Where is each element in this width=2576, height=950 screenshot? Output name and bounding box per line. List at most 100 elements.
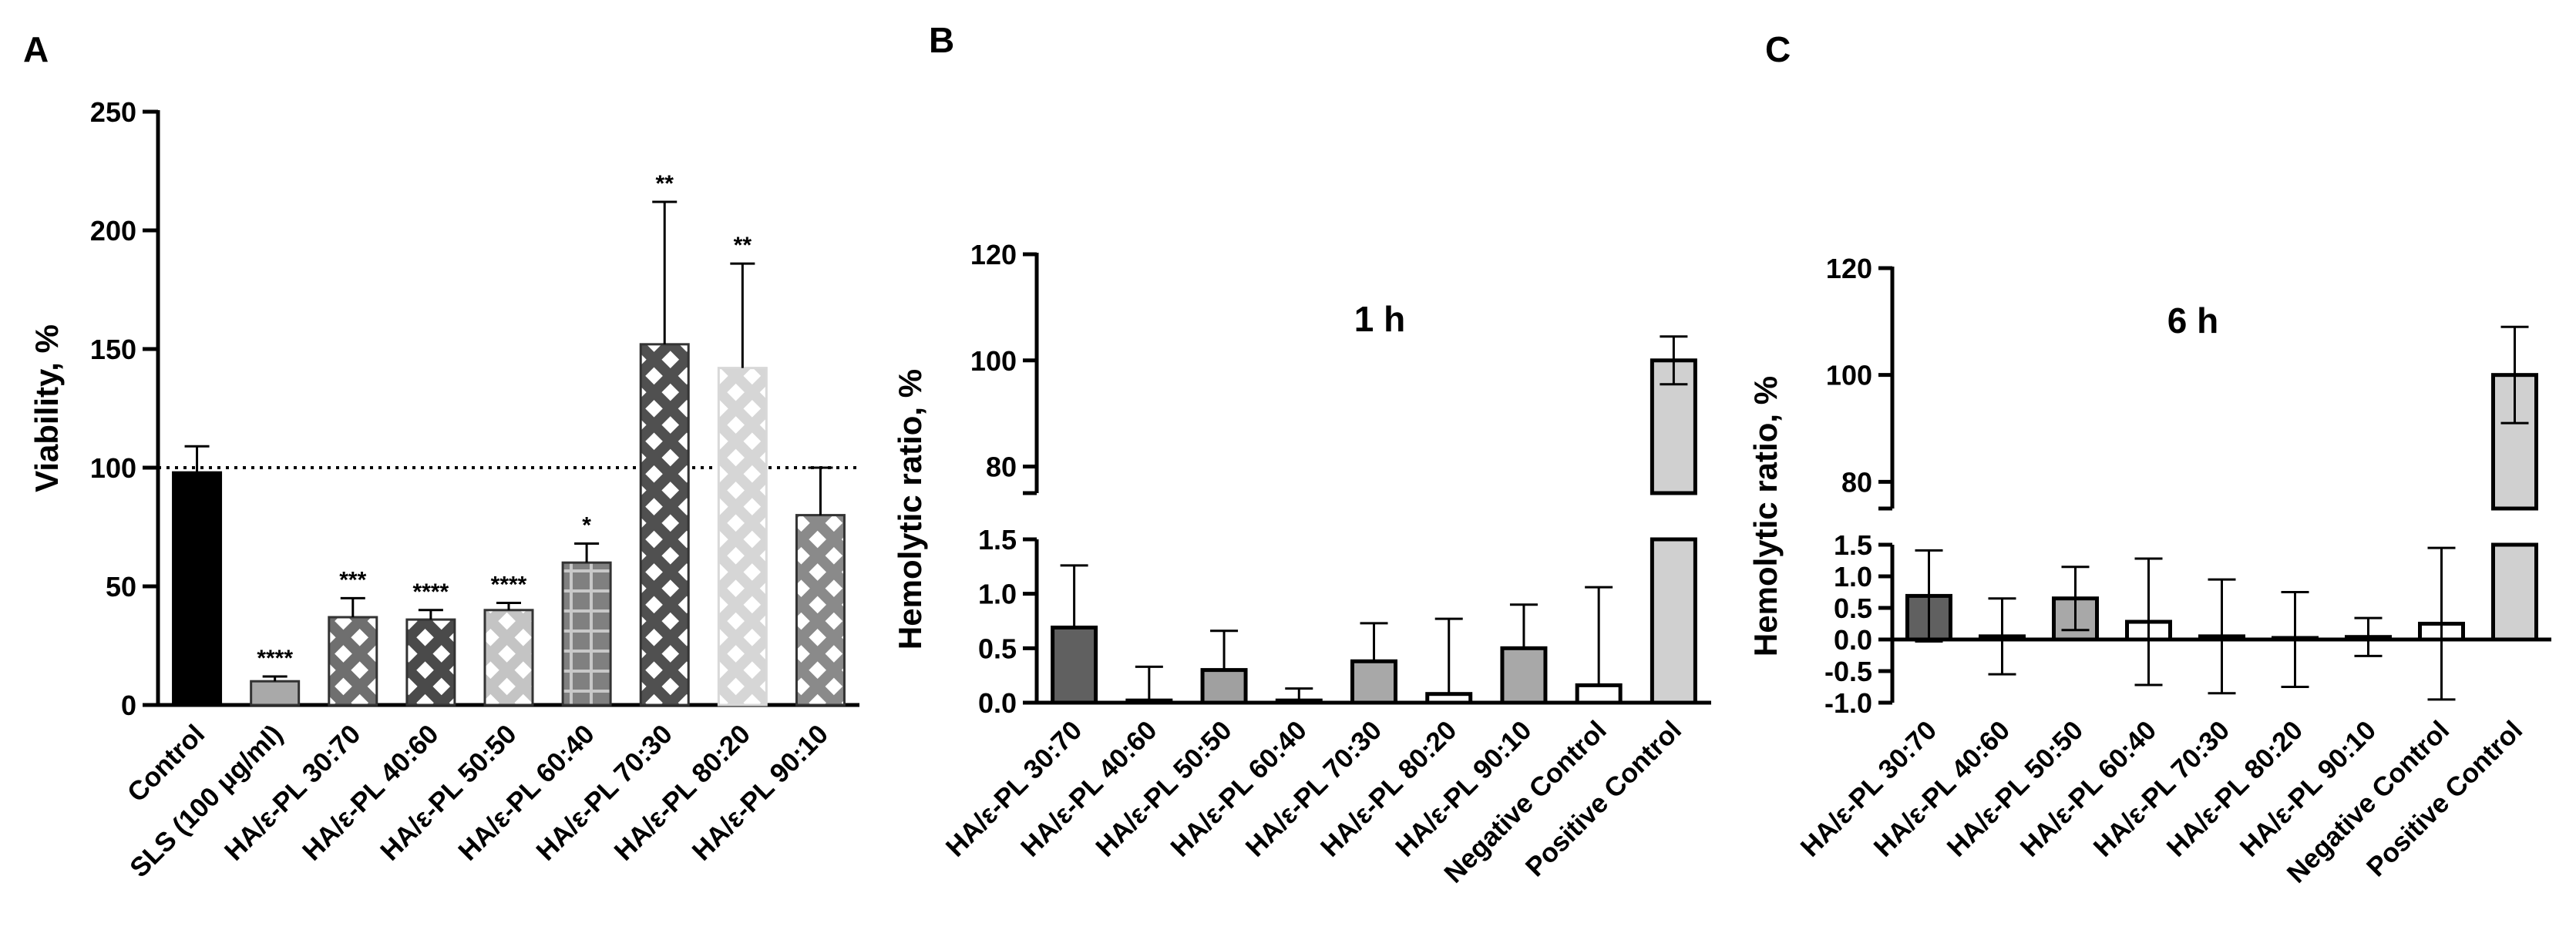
b-y-tick-label-lower: 1.5 — [978, 524, 1017, 556]
c-y-tick-label-upper: 100 — [1826, 360, 1872, 391]
a-significance-label: *** — [339, 567, 366, 592]
a-significance-label: * — [582, 513, 591, 539]
a-bar — [639, 343, 690, 707]
b-bar — [1200, 668, 1248, 705]
c-error-bar — [1988, 597, 2016, 676]
a-significance-label: **** — [413, 579, 449, 605]
b-bar — [1500, 646, 1548, 705]
c-y-tick-label-lower: 1.0 — [1834, 561, 1872, 592]
b-y-tick-label-upper: 120 — [970, 239, 1017, 270]
b-bar — [1051, 625, 1098, 705]
a-x-tick-label: HA/ε-PL 80:20 — [608, 719, 756, 867]
b-error-bar — [1135, 665, 1163, 701]
b-bar — [1350, 659, 1397, 705]
a-bar — [172, 471, 223, 707]
a-x-tick-label: HA/ε-PL 50:50 — [375, 719, 523, 867]
b-x-tick-label: HA/ε-PL 70:30 — [1240, 715, 1388, 863]
b-x-tick-label: HA/ε-PL 40:60 — [1015, 715, 1163, 863]
b-y-tick-label-lower: 0.0 — [978, 687, 1017, 719]
c-error-bar — [2354, 616, 2383, 657]
a-x-tick-label: HA/ε-PL 30:70 — [219, 719, 367, 867]
a-bar — [405, 618, 456, 707]
a-bar — [717, 367, 768, 707]
c-error-bar — [2281, 591, 2309, 688]
b-bar — [1125, 698, 1173, 705]
panel-c-letter: C — [1765, 29, 1791, 69]
c-y-tick-label-upper: 120 — [1826, 253, 1872, 284]
a-bar — [561, 561, 612, 707]
a-y-tick-label: 50 — [106, 571, 136, 603]
b-error-bar — [1060, 564, 1088, 628]
c-error-bar — [2134, 557, 2163, 686]
b-x-tick-label: HA/ε-PL 30:70 — [940, 715, 1088, 863]
panel-b-letter: B — [929, 20, 954, 60]
a-error-bar — [574, 542, 600, 563]
b-y-tick-label-upper: 80 — [986, 452, 1017, 483]
c-error-bar — [1915, 549, 1943, 643]
panel-c-marks: 80 100 120 -1.0-0.50.00.51.01.5 Hemolytic ra… — [1747, 253, 2551, 889]
a-bar — [250, 680, 301, 707]
a-bar — [328, 616, 378, 707]
a-y-tick-label: 250 — [90, 96, 136, 128]
b-x-tick-label: HA/ε-PL 80:20 — [1315, 715, 1463, 863]
a-error-bar — [418, 609, 443, 620]
c-y-tick-label-lower: 1.5 — [1834, 529, 1872, 561]
a-error-bar — [184, 445, 210, 473]
panel-a-letter: A — [23, 29, 49, 69]
b-error-bar — [1210, 629, 1239, 670]
a-y-tick-label: 0 — [121, 690, 136, 721]
b-y-tick-label-lower: 1.0 — [978, 579, 1017, 610]
a-y-tick-label: 100 — [90, 452, 136, 484]
b-error-bar — [1285, 687, 1313, 701]
a-error-bar — [652, 200, 678, 344]
c-error-bar — [2427, 546, 2456, 701]
a-significance-label: ** — [656, 171, 674, 196]
a-bar — [483, 609, 534, 707]
b-bar — [1275, 698, 1323, 705]
b-x-tick-label: HA/ε-PL 90:10 — [1390, 715, 1538, 863]
a-x-tick-label: HA/ε-PL 70:30 — [530, 719, 678, 867]
panel-c: C 80 100 120 -1.0-0.50.00.51.01.5 Hemolytic … — [1747, 29, 2551, 889]
b-error-bar — [1585, 586, 1613, 686]
a-x-tick-label: HA/ε-PL 40:60 — [297, 719, 445, 867]
a-y-tick-label: 200 — [90, 215, 136, 247]
a-significance-label: ** — [734, 233, 752, 258]
a-significance-label: **** — [257, 646, 293, 671]
b-y-axis-title: Hemolytic ratio, % — [892, 369, 928, 650]
b-time-label: 1 h — [1354, 299, 1405, 339]
b-y-tick-label-upper: 100 — [970, 345, 1017, 377]
a-error-bar — [262, 675, 288, 682]
a-y-tick-label: 150 — [90, 334, 136, 365]
c-time-label: 6 h — [2167, 300, 2218, 341]
c-y-tick-label-lower: 0.5 — [1834, 592, 1872, 624]
c-y-axis-title: Hemolytic ratio, % — [1747, 376, 1784, 656]
b-x-tick-label: HA/ε-PL 50:50 — [1090, 715, 1238, 863]
b-bar — [1425, 692, 1473, 705]
b-error-bar — [1360, 622, 1388, 662]
b-x-tick-label: HA/ε-PL 60:40 — [1165, 715, 1313, 863]
c-y-tick-label-lower: -1.0 — [1824, 687, 1872, 719]
c-y-tick-label-lower: 0.0 — [1834, 624, 1872, 656]
c-y-tick-label-lower: -0.5 — [1824, 656, 1872, 687]
c-error-bar — [2208, 578, 2236, 695]
a-error-bar — [808, 466, 833, 515]
a-significance-label: **** — [491, 572, 527, 598]
panel-b-marks: 80 100 120 0.0 0.5 1.0 1.5 Hemolytic ratio, % 1 … — [892, 239, 1711, 889]
b-error-bar — [1509, 603, 1538, 649]
panel-b: B 80 100 120 0.0 0.5 1.0 1.5 Hemolytic ratio, %… — [892, 20, 1711, 889]
c-error-bar — [2500, 325, 2529, 425]
b-bar-lower — [1650, 537, 1697, 705]
a-y-axis-title: Viability, % — [29, 324, 65, 492]
a-error-bar — [340, 596, 365, 618]
a-bar — [795, 514, 846, 707]
a-x-tick-label: HA/ε-PL 90:10 — [687, 719, 835, 867]
c-bar-lower — [2491, 542, 2538, 642]
a-x-tick-label: HA/ε-PL 60:40 — [452, 719, 600, 867]
b-y-tick-label-lower: 0.5 — [978, 633, 1017, 664]
a-error-bar — [496, 602, 521, 610]
c-y-tick-label-upper: 80 — [1841, 466, 1872, 498]
b-bar — [1575, 683, 1623, 705]
